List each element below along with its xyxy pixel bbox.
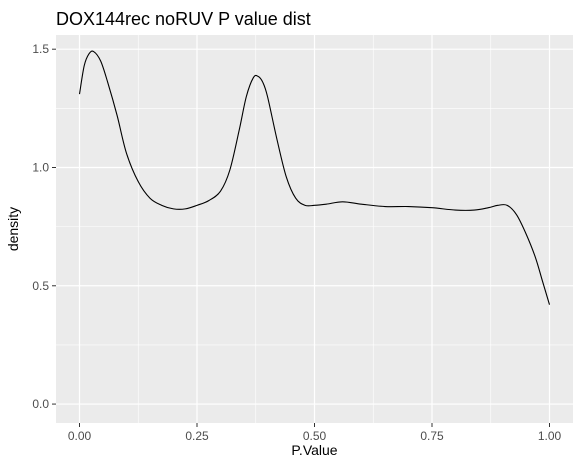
y-axis: 0.0 0.5 1.0 1.5 xyxy=(32,42,56,411)
x-axis: 0.00 0.25 0.50 0.75 1.00 xyxy=(68,423,562,443)
x-tick-label: 0.25 xyxy=(185,429,209,443)
x-tick-label: 0.75 xyxy=(420,429,444,443)
x-tick-label: 0.50 xyxy=(303,429,327,443)
y-tick-label: 0.5 xyxy=(32,279,49,293)
y-tick-label: 0.0 xyxy=(32,397,49,411)
y-axis-title: density xyxy=(5,207,21,251)
x-tick-label: 0.00 xyxy=(68,429,92,443)
x-tick-label: 1.00 xyxy=(538,429,562,443)
chart-title: DOX144rec noRUV P value dist xyxy=(56,9,311,29)
major-gridlines xyxy=(56,35,573,423)
density-curve xyxy=(78,50,551,305)
y-tick-label: 1.0 xyxy=(32,160,49,174)
x-axis-title: P.Value xyxy=(291,442,337,458)
y-tick-label: 1.5 xyxy=(32,42,49,56)
